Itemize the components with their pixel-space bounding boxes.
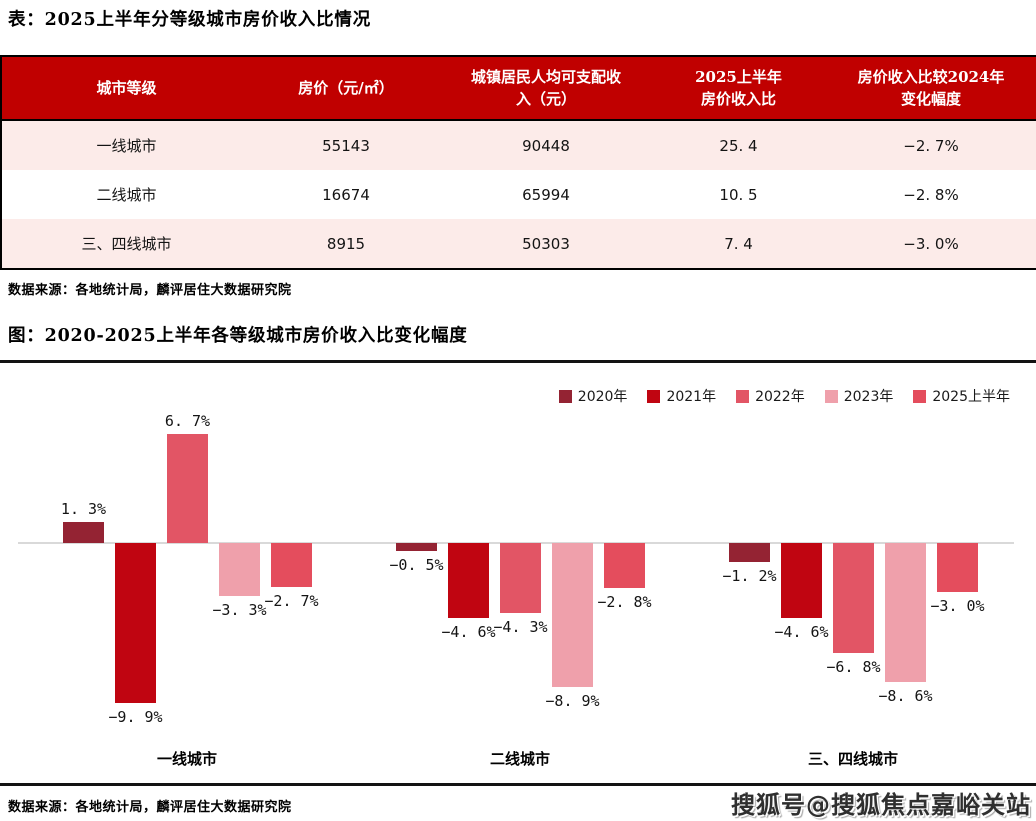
table-cell: −3. 0% bbox=[903, 234, 959, 253]
col-header-text: 2025上半年 bbox=[695, 67, 782, 86]
category-label-tier34: 三、四线城市 bbox=[807, 750, 898, 768]
legend-item-2021: 2021年 bbox=[647, 386, 716, 406]
chart-top-divider bbox=[0, 360, 1036, 363]
table-row-tier34: 三、四线城市 8915 50303 7. 4 −3. 0% bbox=[1, 219, 1036, 269]
bar-value-label: −1. 2% bbox=[722, 567, 777, 586]
chart-bottom-divider bbox=[0, 783, 1036, 786]
category-label-tier2: 二线城市 bbox=[489, 750, 550, 768]
bar-value-label: −8. 6% bbox=[878, 687, 933, 706]
legend-swatch-icon bbox=[824, 389, 838, 403]
table-row-tier2: 二线城市 16674 65994 10. 5 −2. 8% bbox=[1, 170, 1036, 219]
table-cell: 三、四线城市 bbox=[81, 235, 172, 253]
bar-2021年-一线城市 bbox=[115, 543, 156, 704]
bar-value-label: −0. 5% bbox=[389, 556, 444, 575]
col-header-text: 房价收入比 bbox=[700, 90, 776, 108]
legend-label: 2021年 bbox=[666, 389, 717, 405]
legend-label: 2022年 bbox=[755, 389, 805, 405]
legend-item-2022: 2022年 bbox=[736, 386, 805, 406]
bar-value-label: −9. 9% bbox=[108, 708, 163, 727]
table-cell: 50303 bbox=[522, 234, 570, 253]
col-header-text: 城市等级 bbox=[96, 78, 157, 97]
table-title: 表：2025上半年分等级城市房价收入比情况 bbox=[8, 10, 372, 30]
legend-swatch-icon bbox=[647, 389, 661, 403]
legend-label: 2020年 bbox=[577, 389, 628, 405]
bar-2022年-三、四线城市 bbox=[833, 543, 874, 654]
col-header-city-tier: 城市等级 bbox=[1, 56, 251, 121]
bar-value-label: −4. 3% bbox=[493, 617, 548, 636]
table-cell: 一线城市 bbox=[96, 137, 157, 155]
bar-2025上半年-一线城市 bbox=[271, 543, 312, 587]
legend-item-2023: 2023年 bbox=[824, 386, 894, 406]
col-header-ratio: 2025上半年 房价收入比 bbox=[651, 56, 826, 121]
col-header-text: 房价（元/㎡） bbox=[298, 78, 394, 97]
table-cell: 90448 bbox=[522, 136, 570, 155]
bar-2025上半年-二线城市 bbox=[604, 543, 645, 589]
bar-value-label: −6. 8% bbox=[826, 658, 881, 677]
table-cell: 10. 5 bbox=[719, 185, 758, 204]
bar-value-label: −8. 9% bbox=[545, 692, 600, 711]
bar-2021年-三、四线城市 bbox=[781, 543, 822, 618]
legend-label: 2023年 bbox=[843, 389, 894, 405]
table-cell: −2. 8% bbox=[903, 185, 959, 204]
table-cell: 8915 bbox=[326, 234, 366, 253]
bar-value-label: −3. 3% bbox=[212, 601, 267, 620]
bar-2025上半年-三、四线城市 bbox=[937, 543, 978, 592]
bar-2022年-二线城市 bbox=[500, 543, 541, 613]
watermark: 搜狐号@搜狐焦点嘉峪关站 bbox=[731, 791, 1031, 819]
price-income-table: 城市等级 房价（元/㎡） 城镇居民人均可支配收 入（元） 2025上半年 房价收… bbox=[0, 55, 1036, 270]
bar-value-label: 1. 3% bbox=[60, 499, 107, 518]
table-source-note: 数据来源：各地统计局，麟评居住大数据研究院 bbox=[8, 283, 292, 298]
legend-item-2025h1: 2025上半年 bbox=[913, 386, 1010, 406]
table-row-tier1: 一线城市 55143 90448 25. 4 −2. 7% bbox=[1, 120, 1036, 170]
bar-2020年-一线城市 bbox=[63, 521, 104, 543]
bar-value-label: −3. 0% bbox=[930, 596, 985, 615]
bar-2023年-三、四线城市 bbox=[885, 543, 926, 683]
table-cell: −2. 7% bbox=[903, 136, 959, 155]
table-cell: 16674 bbox=[322, 185, 370, 204]
legend-label: 2025上半年 bbox=[932, 389, 1010, 405]
col-header-text: 入（元） bbox=[515, 90, 576, 108]
category-label-tier1: 一线城市 bbox=[156, 750, 217, 768]
table-cell: 二线城市 bbox=[96, 186, 157, 204]
bar-value-label: 6. 7% bbox=[164, 412, 211, 431]
bar-value-label: −4. 6% bbox=[441, 622, 496, 641]
bar-2020年-三、四线城市 bbox=[729, 543, 770, 563]
chart-title: 图：2020-2025上半年各等级城市房价收入比变化幅度 bbox=[8, 326, 468, 346]
bar-value-label: −2. 8% bbox=[597, 593, 652, 612]
table-cell: 55143 bbox=[322, 136, 370, 155]
bar-value-label: −2. 7% bbox=[264, 591, 319, 610]
col-header-text: 城镇居民人均可支配收 bbox=[470, 67, 621, 86]
bar-2022年-一线城市 bbox=[167, 434, 208, 543]
bar-2020年-二线城市 bbox=[396, 543, 437, 552]
bar-value-label: −4. 6% bbox=[774, 622, 829, 641]
legend-swatch-icon bbox=[736, 389, 750, 403]
table-cell: 7. 4 bbox=[724, 234, 753, 253]
col-header-text: 变化幅度 bbox=[900, 90, 961, 108]
col-header-change: 房价收入比较2024年 变化幅度 bbox=[826, 56, 1036, 121]
table-cell: 25. 4 bbox=[719, 136, 758, 155]
table-header-row: 城市等级 房价（元/㎡） 城镇居民人均可支配收 入（元） 2025上半年 房价收… bbox=[1, 56, 1036, 121]
table-cell: 65994 bbox=[522, 185, 570, 204]
bar-2021年-二线城市 bbox=[448, 543, 489, 618]
bar-2023年-二线城市 bbox=[552, 543, 593, 688]
col-header-text: 房价收入比较2024年 bbox=[857, 67, 1005, 86]
legend-swatch-icon bbox=[913, 389, 927, 403]
col-header-price: 房价（元/㎡） bbox=[251, 56, 441, 121]
bar-2023年-一线城市 bbox=[219, 543, 260, 597]
chart-source-note: 数据来源：各地统计局，麟评居住大数据研究院 bbox=[8, 800, 292, 815]
chart-legend: 2020年 2021年 2022年 2023年 2025上半年 bbox=[558, 386, 1010, 406]
col-header-income: 城镇居民人均可支配收 入（元） bbox=[441, 56, 651, 121]
legend-swatch-icon bbox=[558, 389, 572, 403]
legend-item-2020: 2020年 bbox=[558, 386, 628, 406]
